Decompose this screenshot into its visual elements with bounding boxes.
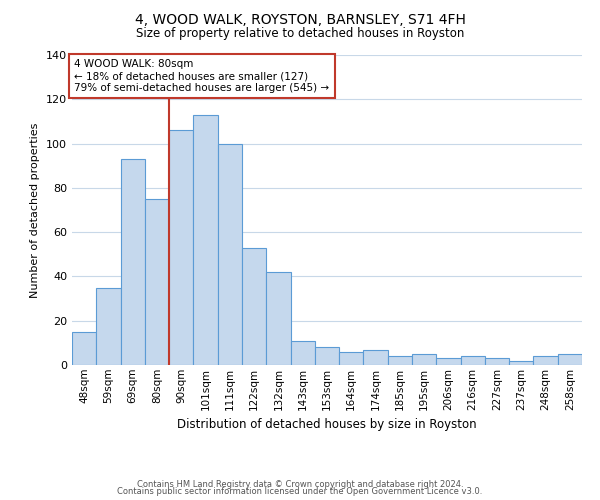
- Text: Contains public sector information licensed under the Open Government Licence v3: Contains public sector information licen…: [118, 488, 482, 496]
- Bar: [461, 356, 485, 365]
- Bar: [193, 115, 218, 365]
- Bar: [266, 272, 290, 365]
- Bar: [218, 144, 242, 365]
- X-axis label: Distribution of detached houses by size in Royston: Distribution of detached houses by size …: [177, 418, 477, 431]
- Bar: [121, 159, 145, 365]
- Text: Contains HM Land Registry data © Crown copyright and database right 2024.: Contains HM Land Registry data © Crown c…: [137, 480, 463, 489]
- Bar: [72, 332, 96, 365]
- Text: 4 WOOD WALK: 80sqm
← 18% of detached houses are smaller (127)
79% of semi-detach: 4 WOOD WALK: 80sqm ← 18% of detached hou…: [74, 60, 329, 92]
- Bar: [96, 288, 121, 365]
- Y-axis label: Number of detached properties: Number of detached properties: [31, 122, 40, 298]
- Text: 4, WOOD WALK, ROYSTON, BARNSLEY, S71 4FH: 4, WOOD WALK, ROYSTON, BARNSLEY, S71 4FH: [134, 12, 466, 26]
- Bar: [145, 199, 169, 365]
- Bar: [169, 130, 193, 365]
- Bar: [485, 358, 509, 365]
- Bar: [315, 348, 339, 365]
- Bar: [412, 354, 436, 365]
- Bar: [558, 354, 582, 365]
- Bar: [364, 350, 388, 365]
- Bar: [509, 360, 533, 365]
- Bar: [290, 340, 315, 365]
- Bar: [242, 248, 266, 365]
- Bar: [388, 356, 412, 365]
- Text: Size of property relative to detached houses in Royston: Size of property relative to detached ho…: [136, 28, 464, 40]
- Bar: [436, 358, 461, 365]
- Bar: [339, 352, 364, 365]
- Bar: [533, 356, 558, 365]
